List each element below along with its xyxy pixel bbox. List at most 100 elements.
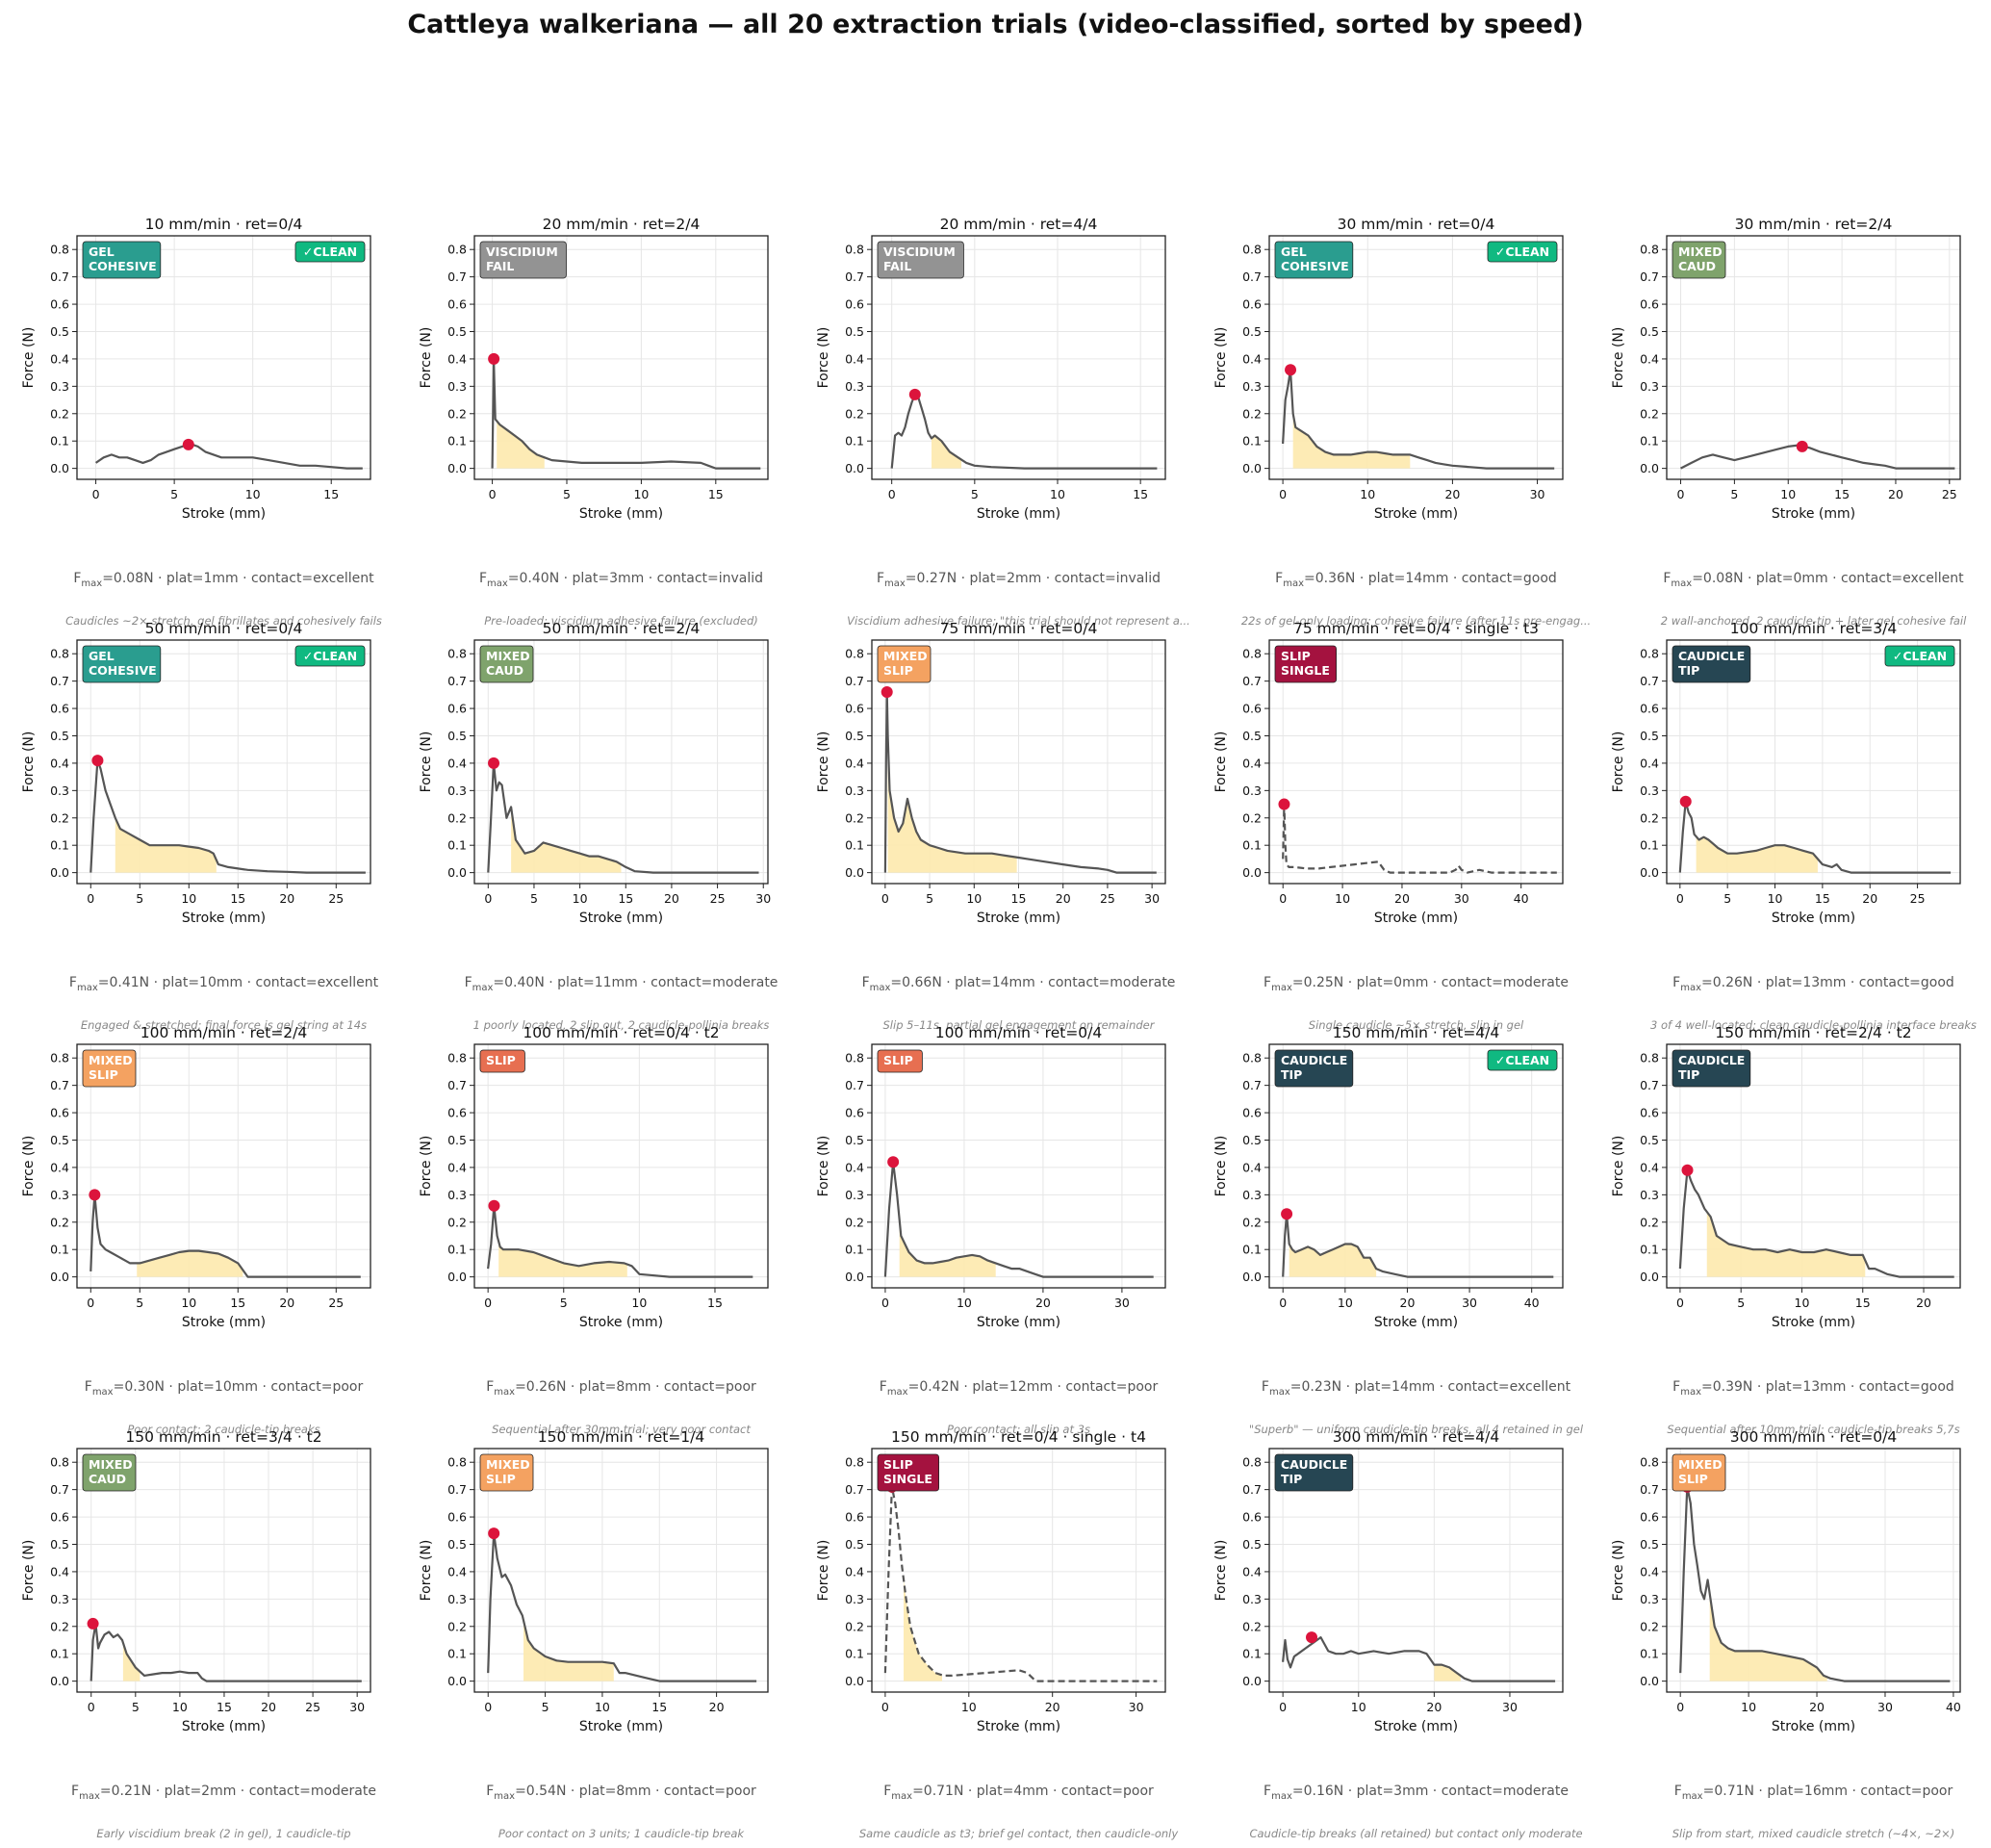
force-curve (1678, 1168, 1954, 1278)
y-tick-label: 0.5 (447, 1133, 467, 1147)
stats-line: Fmax=0.40N · plat=11mm · contact=moderat… (465, 975, 779, 993)
panel-title: 100 mm/min · ret=0/4 (935, 1024, 1103, 1041)
y-tick-label: 0.7 (447, 1078, 467, 1092)
plateau-area (1434, 1664, 1461, 1681)
y-tick-label: 0.3 (50, 783, 69, 798)
force-curve (487, 1532, 757, 1682)
force-curve (89, 1194, 361, 1278)
failure-mode-badge (877, 241, 964, 279)
y-axis-label: Force (N) (1213, 1136, 1229, 1197)
y-tick-label: 0.0 (845, 1270, 864, 1284)
failure-mode-label: SLIP (1281, 649, 1311, 663)
y-tick-label: 0.0 (50, 865, 69, 880)
x-tick-label: 0 (484, 1700, 492, 1714)
x-tick-label: 10 (966, 891, 982, 906)
y-tick-label: 0.7 (447, 1482, 467, 1497)
x-tick-label: 0 (881, 891, 889, 906)
x-axis-label: Stroke (mm) (977, 1315, 1060, 1330)
y-tick-label: 0.6 (447, 1510, 467, 1525)
y-tick-label: 0.7 (1640, 1482, 1659, 1497)
peak-marker (182, 438, 194, 450)
y-axis-label: Force (N) (816, 732, 831, 793)
y-tick-label: 0.8 (50, 1455, 69, 1470)
trial-panel-3: 0 5 10 15 0.0 0.1 0.2 0.3 0.4 0.5 0.6 0.7 0.8 20 mm/m… (816, 216, 1190, 628)
panel-title: 150 mm/min · ret=3/4 · t2 (125, 1428, 321, 1446)
x-tick-label: 20 (261, 1700, 276, 1714)
trial-note: Early viscidium break (2 in gel), 1 caud… (96, 1827, 350, 1840)
x-tick-label: 40 (1514, 891, 1529, 906)
panel-title: 75 mm/min · ret=0/4 · single · t3 (1293, 620, 1539, 637)
x-tick-label: 5 (136, 891, 143, 906)
trial-note: Poor contact on 3 units; 1 caudicle-tip … (498, 1827, 746, 1840)
y-tick-label: 0.5 (1640, 324, 1659, 339)
x-tick-label: 5 (1737, 1296, 1745, 1310)
stats-line: Fmax=0.71N · plat=16mm · contact=poor (1674, 1784, 1953, 1802)
y-tick-label: 0.2 (50, 1215, 69, 1229)
y-tick-label: 0.4 (845, 351, 864, 366)
x-axis-label: Stroke (mm) (182, 911, 266, 926)
y-tick-label: 0.5 (50, 729, 69, 743)
y-tick-label: 0.7 (1242, 1482, 1262, 1497)
failure-mode-label: CAUDICLE (1678, 1053, 1745, 1067)
clean-badge-label: ✓CLEAN (303, 649, 357, 663)
y-tick-label: 0.2 (1640, 1215, 1659, 1229)
trial-note: Slip 5–11s, partial gel engagement on re… (883, 1018, 1156, 1032)
x-tick-label: 10 (633, 487, 649, 501)
y-tick-label: 0.1 (845, 434, 864, 449)
x-tick-label: 10 (595, 1700, 610, 1714)
y-tick-label: 0.4 (845, 756, 864, 770)
y-tick-label: 0.1 (1242, 838, 1262, 853)
y-axis-label: Force (N) (419, 327, 434, 389)
x-tick-label: 5 (542, 1700, 549, 1714)
x-tick-label: 0 (87, 1296, 94, 1310)
panel-title: 20 mm/min · ret=4/4 (940, 216, 1098, 233)
x-tick-label: 30 (349, 1700, 365, 1714)
force-curve (890, 393, 1158, 470)
y-tick-label: 0.1 (1242, 1243, 1262, 1257)
trial-note: 22s of gel-only loading; cohesive failur… (1241, 614, 1591, 628)
failure-mode-label: CAUD (1678, 259, 1716, 273)
failure-mode-badge (82, 645, 162, 683)
panel-title: 50 mm/min · ret=0/4 (145, 620, 303, 637)
x-tick-label: 30 (1462, 1296, 1477, 1310)
x-tick-label: 20 (664, 891, 679, 906)
panel-title: 75 mm/min · ret=0/4 (940, 620, 1098, 637)
x-tick-label: 5 (530, 891, 538, 906)
x-tick-label: 5 (1723, 891, 1731, 906)
failure-mode-label: COHESIVE (89, 663, 157, 678)
plot-frame (871, 1448, 1166, 1693)
y-tick-label: 0.5 (1640, 729, 1659, 743)
trial-panel-20: 0 10 20 30 40 0.0 0.1 0.2 0.3 0.4 0.5 0.6 0.7 0.8 300 … (1611, 1428, 1961, 1840)
y-tick-label: 0.1 (1640, 1647, 1659, 1661)
y-tick-label: 0.1 (50, 1647, 69, 1661)
x-tick-label: 10 (1795, 1296, 1810, 1310)
failure-mode-label: SINGLE (1281, 663, 1330, 678)
failure-mode-badge (1274, 645, 1337, 683)
y-tick-label: 0.4 (1640, 1564, 1659, 1578)
y-tick-label: 0.7 (845, 270, 864, 284)
peak-marker (908, 388, 921, 400)
peak-marker (887, 1156, 900, 1168)
x-tick-label: 15 (1855, 1296, 1871, 1310)
y-tick-label: 0.1 (50, 838, 69, 853)
x-tick-label: 10 (1351, 1700, 1366, 1714)
trial-note: Sequential after 10mm trial; caudicle-ti… (1667, 1423, 1959, 1436)
x-axis-label: Stroke (mm) (1374, 506, 1458, 522)
y-tick-label: 0.2 (50, 406, 69, 421)
trial-panel-19: 0 10 20 30 0.0 0.1 0.2 0.3 0.4 0.5 0.6 0.7 0.8 300 mm… (1213, 1428, 1583, 1840)
x-tick-label: 40 (1524, 1296, 1540, 1310)
x-tick-label: 0 (1279, 487, 1287, 501)
peak-marker (1796, 440, 1808, 452)
failure-mode-label: SLIP (1678, 1472, 1708, 1486)
x-tick-label: 20 (1045, 1700, 1060, 1714)
y-tick-label: 0.0 (1640, 865, 1659, 880)
trial-panel-6: 0 5 10 15 20 25 0.0 0.1 0.2 0.3 0.4 0.5 0.6 0.7 0.8 50 … (21, 620, 379, 1032)
x-tick-label: 15 (651, 1700, 667, 1714)
failure-mode-label: SLIP (883, 1053, 913, 1067)
peak-marker (881, 686, 893, 699)
y-axis-label: Force (N) (1611, 327, 1626, 389)
x-tick-label: 0 (1279, 891, 1287, 906)
stats-line: Fmax=0.36N · plat=14mm · contact=good (1275, 571, 1557, 589)
failure-mode-label: MIXED (89, 1053, 133, 1067)
y-tick-label: 0.1 (447, 1647, 467, 1661)
